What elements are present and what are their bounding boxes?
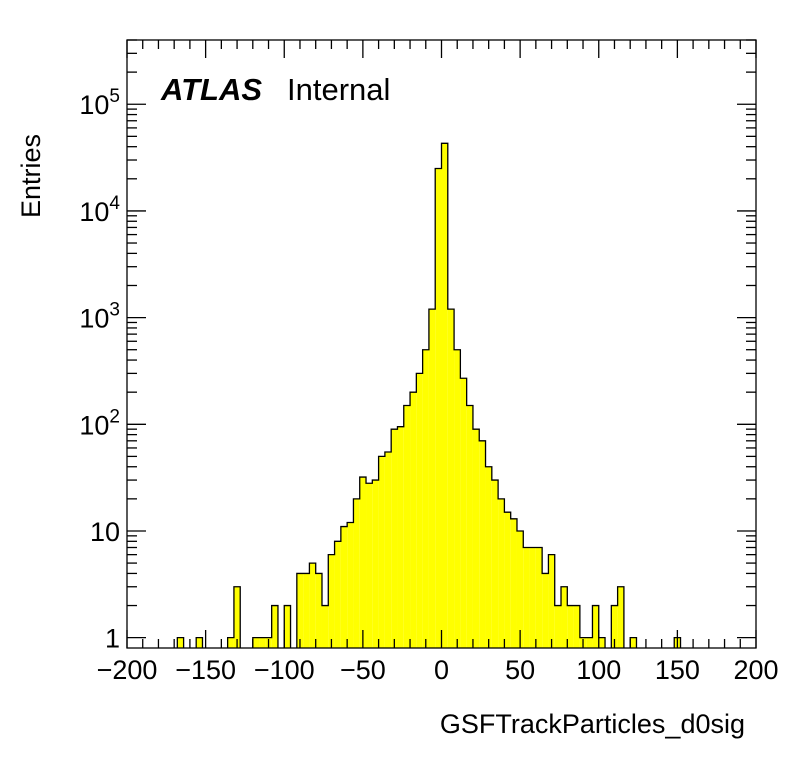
histogram-bar xyxy=(416,373,423,648)
histogram-bar xyxy=(410,392,417,648)
x-tick-label: −150 xyxy=(175,655,236,685)
histogram-bar xyxy=(296,573,304,648)
histogram-bar xyxy=(384,451,392,648)
histogram-bar xyxy=(233,586,241,648)
x-tick-label: 100 xyxy=(576,655,621,685)
plot-frame xyxy=(126,39,757,649)
histogram-bar xyxy=(303,573,310,648)
histogram-bar xyxy=(378,456,385,648)
histogram-bar xyxy=(516,530,524,648)
histogram-bar xyxy=(271,605,278,648)
histogram-bar xyxy=(403,405,411,648)
histogram-bar xyxy=(447,309,455,648)
y-tick-label: 1 xyxy=(105,624,120,654)
histogram-bar xyxy=(422,349,429,648)
histogram-bar xyxy=(617,586,624,648)
histogram-bar xyxy=(309,563,316,648)
histogram-bar xyxy=(366,483,373,648)
histogram-bars xyxy=(177,143,681,649)
histogram-bar xyxy=(340,526,348,648)
histogram-bar xyxy=(315,573,322,648)
status-label: Internal xyxy=(287,72,390,107)
histogram-bar xyxy=(372,480,379,648)
histogram-bar xyxy=(586,637,593,648)
histogram-bar xyxy=(284,605,291,648)
y-tick-base: 10 xyxy=(79,197,109,227)
x-tick-label: 200 xyxy=(733,655,778,685)
histogram-bar xyxy=(321,605,329,648)
histogram-bar xyxy=(529,547,536,648)
atlas-label: ATLAS xyxy=(160,72,262,107)
y-tick-base: 1 xyxy=(105,624,120,654)
histogram-bar xyxy=(460,378,467,648)
histogram-bar xyxy=(573,605,580,648)
histogram-bar xyxy=(491,480,499,648)
y-tick-base: 10 xyxy=(79,304,109,334)
x-tick-label: 150 xyxy=(655,655,700,685)
x-axis-title: GSFTrackParticles_d0sig xyxy=(440,709,745,739)
histogram-bar xyxy=(523,547,530,648)
y-tick-exponent: 3 xyxy=(109,300,120,321)
histogram-bar xyxy=(391,429,398,648)
histogram-bar xyxy=(472,429,480,648)
x-tick-label: −200 xyxy=(97,655,158,685)
histogram-bar xyxy=(611,605,618,648)
histogram-bar xyxy=(561,586,568,648)
y-tick-base: 10 xyxy=(79,90,109,120)
y-tick-exponent: 4 xyxy=(109,193,120,214)
histogram-bar xyxy=(196,637,203,648)
histogram-bar xyxy=(454,349,461,648)
x-tick-labels: −200 −150 −100 −50 0 50 100 150 200 xyxy=(97,655,779,685)
y-tick-base: 10 xyxy=(79,410,109,440)
y-tick-label: 105 xyxy=(79,86,120,120)
y-tick-label: 104 xyxy=(79,193,120,227)
y-tick-label: 102 xyxy=(79,406,120,440)
histogram-bar xyxy=(504,512,511,648)
histogram-bar xyxy=(548,554,555,648)
histogram-bar xyxy=(630,637,637,648)
histogram-bar xyxy=(567,605,574,648)
histogram-bar xyxy=(598,637,606,648)
y-tick-exponent: 2 xyxy=(109,406,120,427)
histogram-bar xyxy=(510,518,517,648)
histogram-bar xyxy=(397,426,404,648)
x-tick-label: −50 xyxy=(340,655,386,685)
histogram-bar xyxy=(353,498,360,648)
histogram-bar xyxy=(498,498,505,648)
histogram-bar xyxy=(466,405,473,648)
histogram-bar xyxy=(252,637,260,648)
histogram-bar xyxy=(259,637,266,648)
histogram-bar xyxy=(441,143,448,649)
histogram-bar xyxy=(177,637,184,648)
histogram-bar xyxy=(542,573,549,648)
histogram-bar xyxy=(592,605,599,648)
histogram-bar xyxy=(428,309,436,648)
histogram-bar xyxy=(479,440,486,648)
y-tick-exponent: 5 xyxy=(109,86,120,107)
x-tick-label: −100 xyxy=(254,655,315,685)
histogram-bar xyxy=(554,605,562,648)
histogram-bar xyxy=(535,547,543,648)
histogram-bar xyxy=(485,466,492,648)
histogram-bar xyxy=(334,541,341,648)
y-tick-label: 10 xyxy=(90,517,120,547)
histogram-bar xyxy=(227,637,234,648)
histogram-bar xyxy=(347,522,354,648)
y-tick-label: 103 xyxy=(79,300,120,334)
y-tick-base: 10 xyxy=(90,517,120,547)
histogram-bar xyxy=(359,477,367,648)
histogram-bar xyxy=(435,168,442,648)
x-tick-label: 0 xyxy=(434,655,449,685)
y-axis-title: Entries xyxy=(16,134,46,218)
axis-ticks xyxy=(126,39,757,648)
histogram-bar xyxy=(328,554,335,648)
x-tick-label: 50 xyxy=(505,655,535,685)
